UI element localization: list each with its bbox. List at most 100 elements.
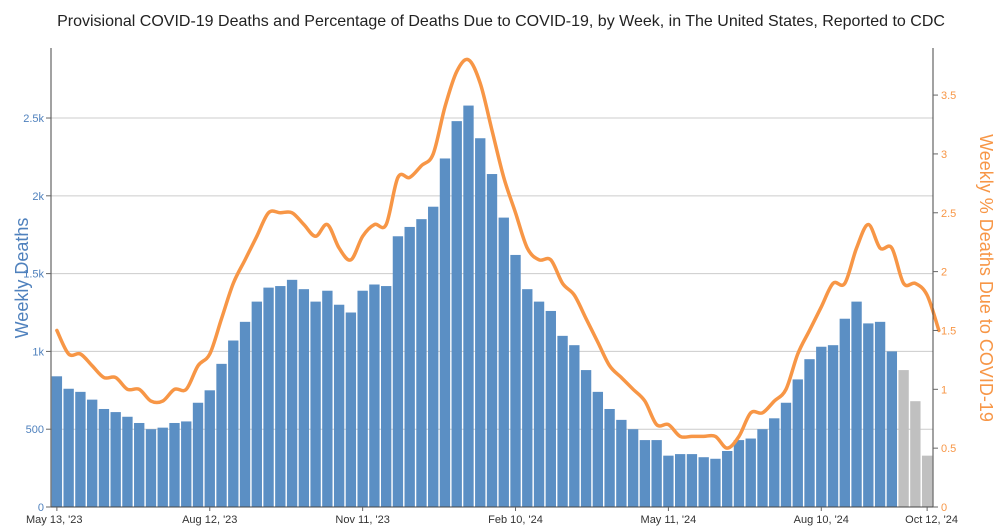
bar bbox=[533, 301, 545, 507]
bar bbox=[710, 458, 721, 507]
percent-line bbox=[55, 57, 941, 450]
bar bbox=[345, 312, 357, 507]
bar bbox=[86, 399, 98, 507]
bar bbox=[63, 388, 74, 507]
x-tick-label: May 11, '24 bbox=[641, 514, 697, 526]
bar bbox=[463, 105, 474, 507]
bar bbox=[369, 284, 380, 507]
bar bbox=[333, 304, 345, 507]
bar bbox=[428, 206, 439, 507]
bar bbox=[439, 158, 451, 507]
bar bbox=[475, 138, 486, 508]
bar bbox=[557, 335, 568, 507]
y-tick-label-right: 0 bbox=[941, 502, 947, 514]
y-tick-label-right: 3.5 bbox=[941, 90, 956, 102]
bar bbox=[757, 429, 768, 507]
bar bbox=[286, 279, 298, 507]
bar bbox=[251, 301, 262, 507]
bar bbox=[886, 351, 898, 507]
y-tick-label-left: 2k bbox=[32, 191, 44, 203]
x-tick-label: Oct 12, '24 bbox=[905, 514, 958, 526]
bar bbox=[298, 289, 310, 507]
bar bbox=[839, 318, 850, 507]
x-tick-label: Aug 12, '23 bbox=[182, 514, 237, 526]
bar bbox=[275, 286, 286, 507]
bar bbox=[192, 402, 204, 507]
bar bbox=[686, 454, 698, 507]
bar bbox=[357, 290, 368, 507]
bars-layer bbox=[51, 105, 933, 508]
y-tick-label-left: 1k bbox=[32, 346, 44, 358]
bar bbox=[580, 370, 592, 507]
bar bbox=[263, 287, 274, 507]
y-axis-label-left: Weekly Deaths bbox=[12, 218, 32, 339]
bar bbox=[816, 346, 827, 507]
bar bbox=[239, 321, 251, 507]
bar bbox=[134, 422, 145, 507]
bar bbox=[486, 174, 498, 507]
line-layer bbox=[55, 57, 941, 450]
bar bbox=[145, 429, 157, 507]
bar bbox=[510, 254, 521, 507]
bar bbox=[780, 402, 792, 507]
y-tick-label-right: 1.5 bbox=[941, 325, 956, 337]
bar bbox=[157, 427, 168, 507]
bar bbox=[228, 340, 239, 507]
y-tick-label-left: 0 bbox=[38, 502, 44, 514]
bar bbox=[851, 301, 862, 507]
bar bbox=[98, 408, 110, 507]
bar bbox=[404, 226, 415, 507]
bar bbox=[698, 457, 709, 507]
bar bbox=[51, 376, 63, 507]
bar bbox=[769, 418, 780, 507]
x-tick-label: Nov 11, '23 bbox=[335, 514, 389, 526]
bar bbox=[733, 440, 745, 507]
bar bbox=[627, 429, 639, 507]
y-tick-label-right: 3 bbox=[941, 149, 947, 161]
bar bbox=[792, 379, 803, 507]
y-tick-label-right: 1 bbox=[941, 384, 947, 396]
bar bbox=[804, 359, 815, 507]
y-axis-label-right: Weekly % Deaths Due to COVID-19 bbox=[976, 134, 996, 422]
bar bbox=[545, 310, 556, 507]
bar bbox=[122, 416, 133, 507]
bar bbox=[863, 323, 874, 507]
y-tick-label-left: 2.5k bbox=[23, 113, 44, 125]
y-tick-label-right: 0.5 bbox=[941, 443, 956, 455]
axes-layer bbox=[50, 48, 934, 508]
bar bbox=[592, 391, 604, 507]
bar bbox=[322, 290, 333, 507]
bar bbox=[169, 422, 180, 507]
y-tick-label-left: 500 bbox=[26, 424, 44, 436]
bar bbox=[674, 454, 686, 507]
y-tick-label-right: 2 bbox=[941, 267, 947, 279]
bar bbox=[216, 363, 227, 507]
bar bbox=[110, 412, 121, 507]
bar bbox=[616, 419, 627, 507]
bar bbox=[722, 450, 733, 507]
bar bbox=[651, 440, 662, 507]
bar bbox=[827, 345, 839, 507]
ticks-layer: 0 500 1k 1.5k 2k 2.5k 0 0.5 1 1.5 2 2.5 3 3.5 May 13, … bbox=[23, 90, 958, 526]
bar bbox=[380, 286, 392, 507]
bar bbox=[75, 391, 86, 507]
bar-provisional bbox=[910, 401, 921, 507]
bar bbox=[639, 440, 651, 507]
bar bbox=[874, 321, 886, 507]
x-tick-label: Aug 10, '24 bbox=[794, 514, 849, 526]
bar bbox=[451, 121, 462, 507]
y-tick-label-left: 1.5k bbox=[23, 269, 44, 281]
y-tick-label-right: 2.5 bbox=[941, 208, 956, 220]
bar bbox=[745, 438, 756, 507]
bar bbox=[310, 301, 321, 507]
bar bbox=[416, 219, 427, 507]
x-tick-label: May 13, '23 bbox=[26, 514, 83, 526]
bar bbox=[663, 455, 674, 507]
bar bbox=[181, 421, 192, 507]
bar bbox=[498, 217, 509, 507]
bar bbox=[604, 408, 615, 507]
bar bbox=[522, 289, 533, 507]
chart-title: Provisional COVID-19 Deaths and Percenta… bbox=[57, 13, 945, 30]
bar bbox=[392, 236, 404, 507]
